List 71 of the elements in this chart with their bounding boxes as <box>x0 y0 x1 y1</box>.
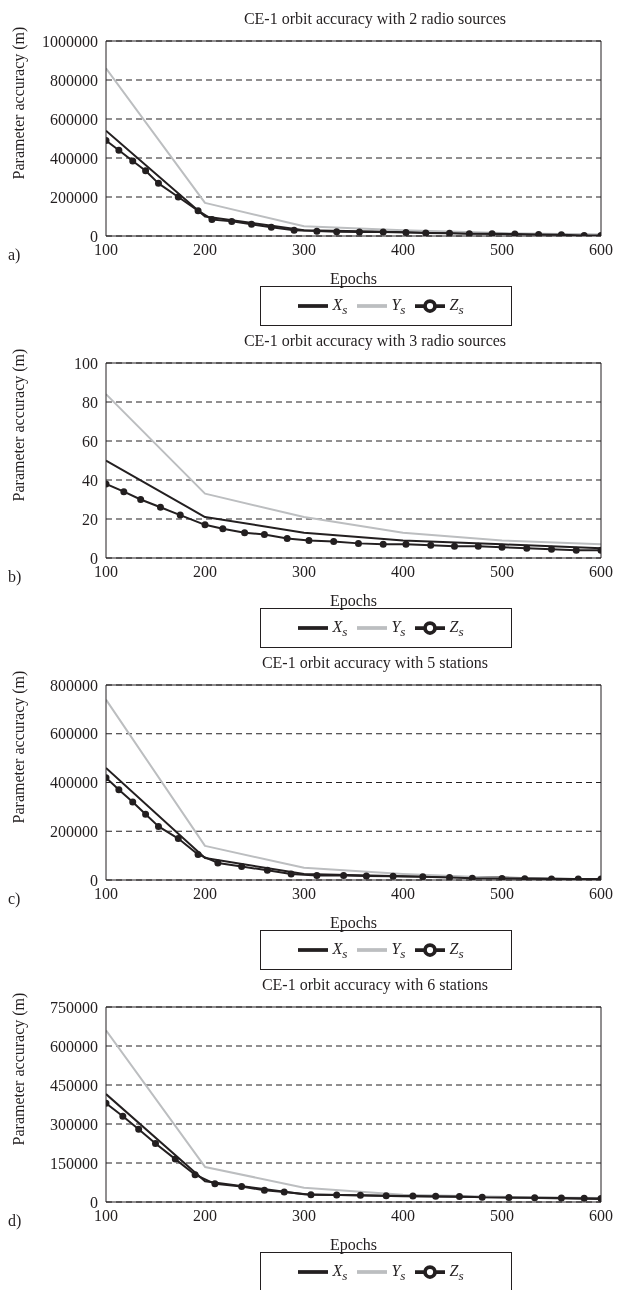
y-tick-label: 0 <box>90 227 98 245</box>
y-tick-label: 40 <box>82 471 98 489</box>
x-tick-label: 200 <box>193 563 217 581</box>
y-tick-label: 1000000 <box>42 32 98 50</box>
chart-title: CE-1 orbit accuracy with 6 stations <box>260 976 490 994</box>
y-axis-title: Parameter accuracy (m) <box>10 26 29 180</box>
text: a) <box>8 246 21 264</box>
y-tick-label: 200000 <box>50 822 98 840</box>
y-tick-label: 150000 <box>50 1154 98 1172</box>
legend-label: X$_{s}$ <box>332 939 348 961</box>
x-tick-label: 400 <box>391 1207 415 1225</box>
y-tick-label: 450000 <box>50 1076 98 1094</box>
y-tick-label: 100 <box>74 354 98 372</box>
legend-label: Z$_{s}$ <box>449 939 464 961</box>
chart-title: CE-1 orbit accuracy with 5 stations <box>260 654 490 672</box>
y-tick-label: 0 <box>90 871 98 889</box>
legend-label: Y$_{s}$ <box>391 939 406 961</box>
x-tick-label: 200 <box>193 241 217 259</box>
x-tick-label: 500 <box>490 563 514 581</box>
y-tick-label: 400000 <box>50 149 98 167</box>
x-tick-label: 600 <box>589 1207 613 1225</box>
chart-title: CE-1 orbit accuracy with 3 radio sources <box>242 332 508 350</box>
x-axis-title: Epochs <box>329 914 378 932</box>
x-tick-label: 200 <box>193 885 217 903</box>
legend-label: Z$_{s}$ <box>449 1261 464 1283</box>
y-axis-title: Parameter accuracy (m) <box>10 992 29 1146</box>
y-tick-label: 20 <box>82 510 98 528</box>
y-tick-label: 400000 <box>50 774 98 792</box>
text: c) <box>8 890 21 908</box>
y-tick-label: 800000 <box>50 71 98 89</box>
x-tick-label: 400 <box>391 241 415 259</box>
x-axis-title: Epochs <box>329 270 378 288</box>
legend-label: X$_{s}$ <box>332 617 348 639</box>
y-tick-label: 300000 <box>50 1115 98 1133</box>
x-tick-label: 400 <box>391 563 415 581</box>
y-tick-label: 0 <box>90 1193 98 1211</box>
legend-label: Z$_{s}$ <box>449 617 464 639</box>
x-tick-label: 300 <box>292 563 316 581</box>
x-tick-label: 500 <box>490 885 514 903</box>
legend-label: Z$_{s}$ <box>449 295 464 317</box>
y-tick-label: 600000 <box>50 725 98 743</box>
x-tick-label: 500 <box>490 1207 514 1225</box>
x-axis-title: Epochs <box>329 1236 378 1254</box>
x-tick-label: 600 <box>589 885 613 903</box>
text: b) <box>8 568 22 586</box>
x-tick-label: 600 <box>589 241 613 259</box>
y-tick-label: 600000 <box>50 1037 98 1055</box>
y-axis-title: Parameter accuracy (m) <box>10 348 29 502</box>
text: d) <box>8 1212 22 1230</box>
x-tick-label: 600 <box>589 563 613 581</box>
x-tick-label: 300 <box>292 885 316 903</box>
legend-label: Y$_{s}$ <box>391 1261 406 1283</box>
legend-label: Y$_{s}$ <box>391 295 406 317</box>
y-axis-title: Parameter accuracy (m) <box>10 670 29 824</box>
x-tick-label: 500 <box>490 241 514 259</box>
x-tick-label: 300 <box>292 241 316 259</box>
y-tick-label: 200000 <box>50 188 98 206</box>
x-tick-label: 400 <box>391 885 415 903</box>
y-tick-label: 60 <box>82 432 98 450</box>
legend-label: X$_{s}$ <box>332 295 348 317</box>
x-tick-label: 200 <box>193 1207 217 1225</box>
x-tick-label: 300 <box>292 1207 316 1225</box>
legend-label: X$_{s}$ <box>332 1261 348 1283</box>
y-tick-label: 750000 <box>50 998 98 1016</box>
y-tick-label: 80 <box>82 393 98 411</box>
chart-title: CE-1 orbit accuracy with 2 radio sources <box>242 10 508 28</box>
y-tick-label: 600000 <box>50 110 98 128</box>
y-tick-label: 0 <box>90 549 98 567</box>
legend-label: Y$_{s}$ <box>391 617 406 639</box>
y-tick-label: 800000 <box>50 676 98 694</box>
x-axis-title: Epochs <box>329 592 378 610</box>
